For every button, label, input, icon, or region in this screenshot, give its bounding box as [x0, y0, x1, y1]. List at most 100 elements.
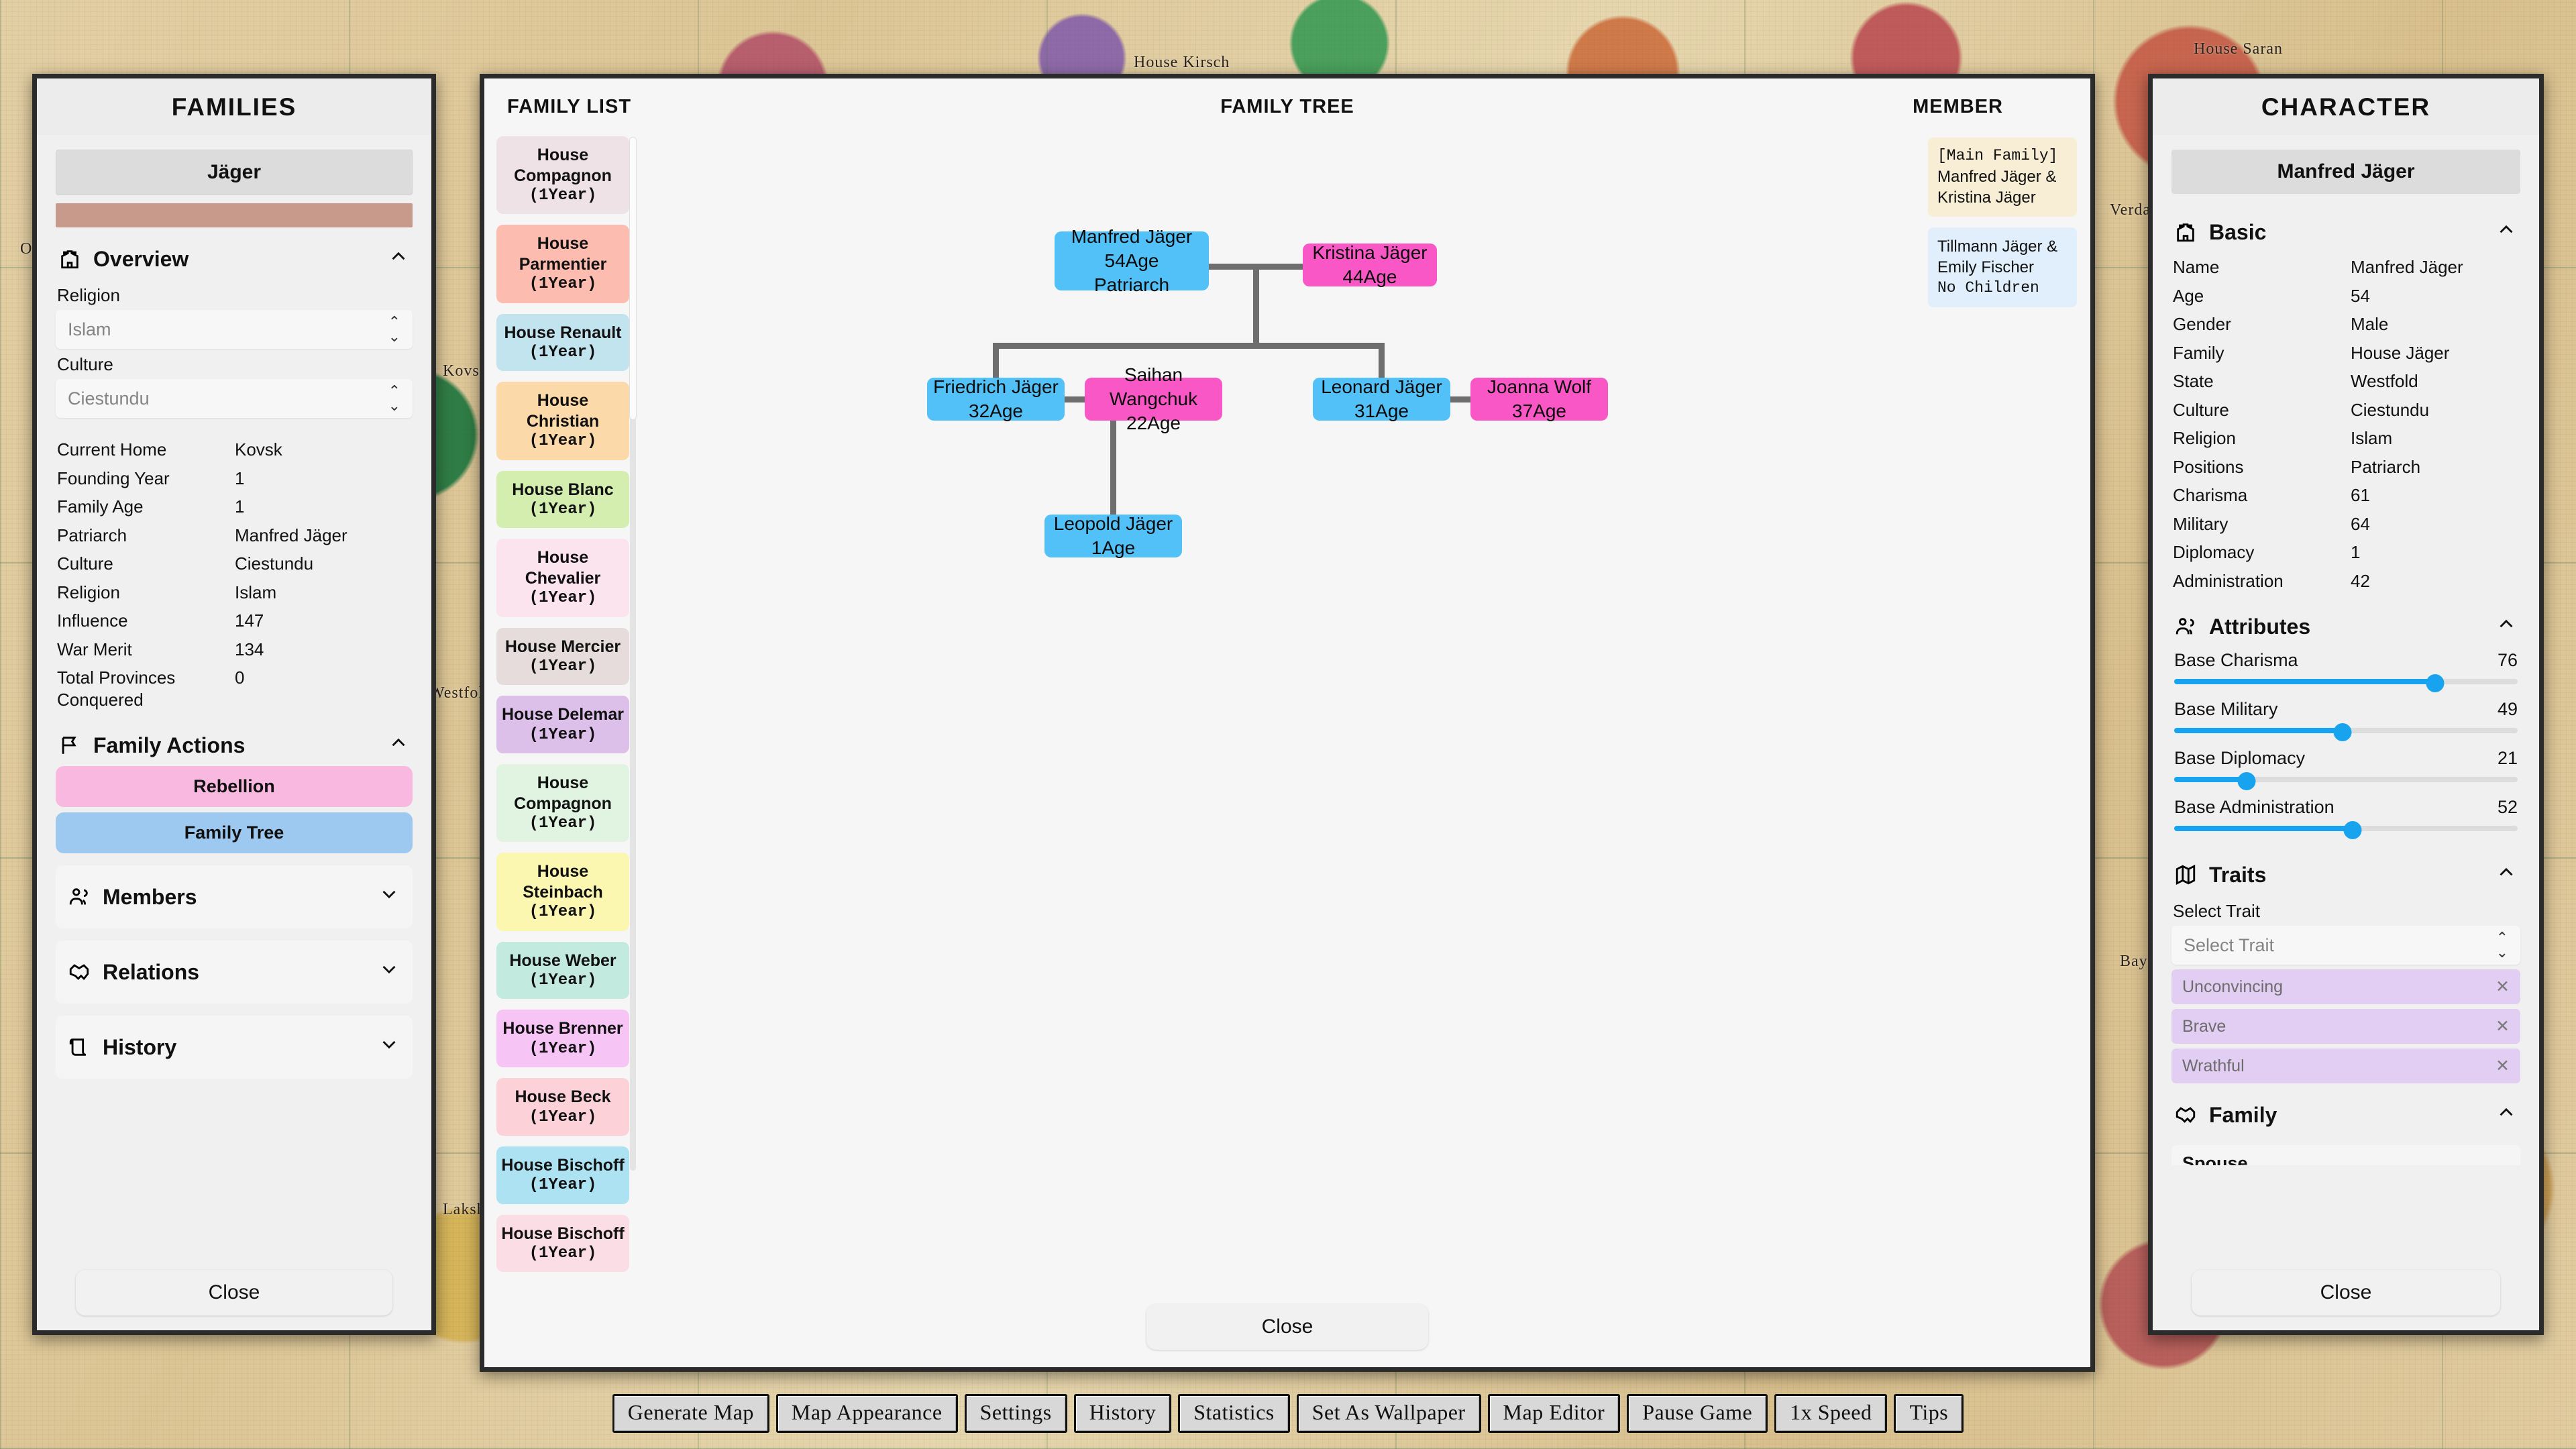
families-close-button[interactable]: Close	[76, 1270, 392, 1316]
traits-section-header[interactable]: Traits	[2171, 843, 2520, 896]
slider-knob[interactable]	[2426, 674, 2445, 692]
family-list-scrollbar-thumb[interactable]	[630, 138, 636, 419]
family-stat-row: Religion Islam	[56, 578, 413, 607]
toolbar-button-pause-game[interactable]: Pause Game	[1627, 1394, 1768, 1433]
toolbar-button-settings[interactable]: Settings	[964, 1394, 1067, 1433]
toolbar-button-generate-map[interactable]: Generate Map	[612, 1394, 769, 1433]
trait-chips: Unconvincing ✕ Brave ✕ Wrathful ✕	[2171, 969, 2520, 1083]
family-list-item[interactable]: House Delemar (1Year)	[496, 696, 629, 754]
house-age: (1Year)	[529, 186, 597, 205]
attributes-section-header[interactable]: Attributes	[2171, 595, 2520, 647]
family-list-item[interactable]: House Mercier (1Year)	[496, 627, 629, 686]
attribute-slider[interactable]	[2174, 772, 2518, 790]
family-list-item[interactable]: House Steinbach (1Year)	[496, 853, 629, 931]
culture-select[interactable]: Ciestundu ⌃ ⌄	[56, 379, 413, 418]
tree-edge-to-leonard	[1379, 343, 1385, 380]
character-basic-row: Age 54	[2171, 282, 2520, 311]
slider-knob[interactable]	[2333, 723, 2352, 741]
trait-chip[interactable]: Brave ✕	[2171, 1009, 2520, 1044]
character-basic-key: Culture	[2173, 399, 2229, 420]
culture-value: Ciestundu	[68, 388, 150, 409]
character-close-button[interactable]: Close	[2192, 1270, 2500, 1316]
family-list-item[interactable]: House Compagnon (1Year)	[496, 764, 629, 843]
house-name: House Beck	[515, 1087, 611, 1107]
member-card[interactable]: [Main Family] Manfred Jäger & Kristina Jäg…	[1928, 138, 2077, 217]
attribute-slider[interactable]	[2174, 821, 2518, 839]
family-list-item[interactable]: House Weber (1Year)	[496, 941, 629, 1000]
tree-node[interactable]: Joanna Wolf 37Age	[1470, 376, 1608, 421]
selected-family-name[interactable]: Jäger	[56, 150, 413, 195]
tree-node[interactable]: Friedrich Jäger 32Age	[927, 376, 1065, 421]
family-list-item[interactable]: House Renault (1Year)	[496, 313, 629, 372]
family-section-header[interactable]: Family	[2171, 1083, 2520, 1136]
chevron-up-icon[interactable]	[387, 731, 410, 759]
tree-node[interactable]: Saihan Wangchuk 22Age	[1085, 364, 1222, 433]
family-list-item[interactable]: House Parmentier (1Year)	[496, 225, 629, 303]
member-line: Kristina Jäger	[1937, 189, 2036, 207]
family-actions-section-header[interactable]: Family Actions	[56, 714, 413, 766]
close-icon[interactable]: ✕	[2496, 1057, 2510, 1075]
toolbar-button-history[interactable]: History	[1073, 1394, 1172, 1433]
family-color-bar	[56, 203, 413, 227]
family-list-scrollbar-track[interactable]	[630, 138, 636, 1171]
chevron-updown-icon: ⌃ ⌄	[2496, 929, 2508, 961]
collapsed-section-relations[interactable]: Relations	[56, 941, 413, 1004]
chevron-up-icon[interactable]	[387, 245, 410, 273]
tree-node-name: Manfred Jäger	[1071, 226, 1193, 248]
toolbar-button-set-as-wallpaper[interactable]: Set As Wallpaper	[1296, 1394, 1481, 1433]
close-icon[interactable]: ✕	[2496, 1017, 2510, 1036]
family-list-item[interactable]: House Chevalier (1Year)	[496, 539, 629, 617]
family-list-item[interactable]: House Brenner (1Year)	[496, 1010, 629, 1068]
slider-knob[interactable]	[2343, 821, 2362, 839]
slider-knob[interactable]	[2237, 772, 2256, 790]
character-basic-value: Westfold	[2351, 371, 2418, 391]
character-basic-key: State	[2173, 371, 2214, 391]
family-tree-close-button[interactable]: Close	[1146, 1304, 1428, 1350]
family-list-item[interactable]: House Bischoff (1Year)	[496, 1214, 629, 1273]
tree-node[interactable]: Leonard Jäger 31Age	[1313, 376, 1450, 421]
character-name-chip[interactable]: Manfred Jäger	[2171, 150, 2520, 194]
trait-chip[interactable]: Unconvincing ✕	[2171, 969, 2520, 1004]
trait-chip[interactable]: Wrathful ✕	[2171, 1049, 2520, 1083]
chevron-up-icon[interactable]	[2495, 1101, 2518, 1129]
family-action-button[interactable]: Family Tree	[56, 812, 413, 853]
family-list-item[interactable]: House Bischoff (1Year)	[496, 1146, 629, 1204]
toolbar-button-statistics[interactable]: Statistics	[1178, 1394, 1290, 1433]
chevron-up-icon[interactable]	[2495, 861, 2518, 889]
family-stat-value: 147	[235, 610, 264, 631]
tree-node[interactable]: Leopold Jäger 1Age	[1044, 513, 1182, 558]
tree-node[interactable]: Kristina Jäger 44Age	[1303, 242, 1437, 287]
chevron-down-icon[interactable]	[378, 883, 400, 911]
chevron-up-icon[interactable]	[2495, 612, 2518, 641]
culture-label: Culture	[57, 354, 113, 374]
collapsed-section-history[interactable]: History	[56, 1016, 413, 1079]
family-list-items: House Compagnon (1Year) House Parmentier (1…	[496, 136, 629, 1273]
close-icon[interactable]: ✕	[2496, 977, 2510, 996]
family-stat-row: Patriarch Manfred Jäger	[56, 521, 413, 550]
basic-section-header[interactable]: Basic	[2171, 201, 2520, 253]
religion-select[interactable]: Islam ⌃ ⌄	[56, 310, 413, 349]
tree-node[interactable]: Manfred Jäger 54Age Patriarch	[1055, 226, 1209, 295]
family-list-item[interactable]: House Blanc (1Year)	[496, 470, 629, 529]
attribute-slider[interactable]	[2174, 674, 2518, 692]
toolbar-button-map-appearance[interactable]: Map Appearance	[775, 1394, 958, 1433]
family-action-button[interactable]: Rebellion	[56, 766, 413, 807]
family-list-item[interactable]: House Christian (1Year)	[496, 382, 629, 460]
chevron-down-icon[interactable]	[378, 1033, 400, 1061]
member-tag: [Main Family]	[1937, 147, 2058, 164]
toolbar-button-tips[interactable]: Tips	[1894, 1394, 1964, 1433]
family-list-item[interactable]: House Compagnon (1Year)	[496, 136, 629, 215]
toolbar-button-map-editor[interactable]: Map Editor	[1487, 1394, 1621, 1433]
member-card[interactable]: Tillmann Jäger & Emily Fischer No Children	[1928, 227, 2077, 307]
chevron-down-icon[interactable]	[378, 958, 400, 986]
select-trait-dropdown[interactable]: Select Trait ⌃ ⌄	[2171, 926, 2520, 965]
family-list-item[interactable]: House Beck (1Year)	[496, 1078, 629, 1136]
collapsed-section-members[interactable]: Members	[56, 865, 413, 928]
house-age: (1Year)	[529, 1039, 597, 1058]
chevron-up-icon[interactable]	[2495, 218, 2518, 246]
overview-section-header[interactable]: Overview	[56, 227, 413, 280]
attribute-slider[interactable]	[2174, 723, 2518, 741]
collapsed-section-label: History	[103, 1034, 177, 1059]
family-list[interactable]: House Compagnon (1Year) House Parmentier (1…	[484, 131, 639, 1291]
toolbar-button-1x-speed[interactable]: 1x Speed	[1774, 1394, 1888, 1433]
